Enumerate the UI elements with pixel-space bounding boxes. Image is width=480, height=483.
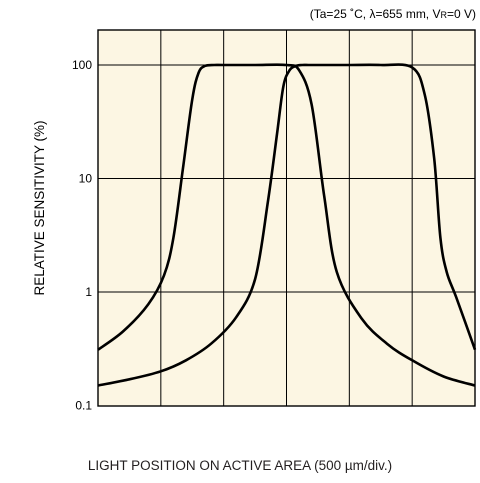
measurement-conditions: (Ta=25 ˚C, λ=655 mm, VR=0 V)	[310, 7, 476, 21]
x-axis-label: LIGHT POSITION ON ACTIVE AREA (500 µm/di…	[87, 458, 393, 473]
y-axis-label: RELATIVE SENSITIVITY (%)	[32, 120, 47, 295]
y-tick-label: 1	[85, 285, 92, 299]
response-curves	[97, 63, 477, 387]
y-tick-labels: 0.1 1 10 100	[72, 58, 92, 413]
response-curve-1	[97, 63, 476, 387]
y-tick-label: 10	[79, 172, 93, 186]
grid	[98, 30, 475, 406]
response-curve-2	[97, 63, 477, 387]
plot-frame	[97, 29, 476, 407]
y-tick-label: 0.1	[75, 399, 92, 413]
y-tick-label: 100	[72, 58, 92, 72]
